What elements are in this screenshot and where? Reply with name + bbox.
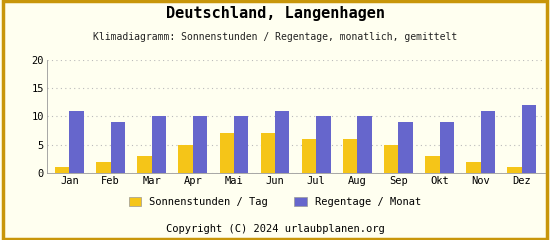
Bar <box>343 139 358 173</box>
Bar <box>96 162 111 173</box>
Bar <box>178 144 193 173</box>
Bar <box>398 122 413 173</box>
Bar <box>261 133 275 173</box>
Bar <box>138 156 152 173</box>
Bar <box>522 105 536 173</box>
Bar <box>358 116 372 173</box>
Legend: Sonnenstunden / Tag, Regentage / Monat: Sonnenstunden / Tag, Regentage / Monat <box>129 197 421 207</box>
Bar <box>193 116 207 173</box>
Text: Klimadiagramm: Sonnenstunden / Regentage, monatlich, gemittelt: Klimadiagramm: Sonnenstunden / Regentage… <box>93 32 457 42</box>
Bar <box>111 122 125 173</box>
Bar <box>69 111 84 173</box>
Bar <box>481 111 495 173</box>
Bar <box>219 133 234 173</box>
Bar <box>425 156 439 173</box>
Bar <box>234 116 248 173</box>
Bar <box>508 167 522 173</box>
Bar <box>316 116 331 173</box>
Bar <box>384 144 398 173</box>
Bar <box>302 139 316 173</box>
Bar <box>275 111 289 173</box>
Bar <box>439 122 454 173</box>
Text: Deutschland, Langenhagen: Deutschland, Langenhagen <box>166 6 384 21</box>
Bar <box>55 167 69 173</box>
Text: Copyright (C) 2024 urlaubplanen.org: Copyright (C) 2024 urlaubplanen.org <box>166 224 384 234</box>
Bar <box>466 162 481 173</box>
Bar <box>152 116 166 173</box>
